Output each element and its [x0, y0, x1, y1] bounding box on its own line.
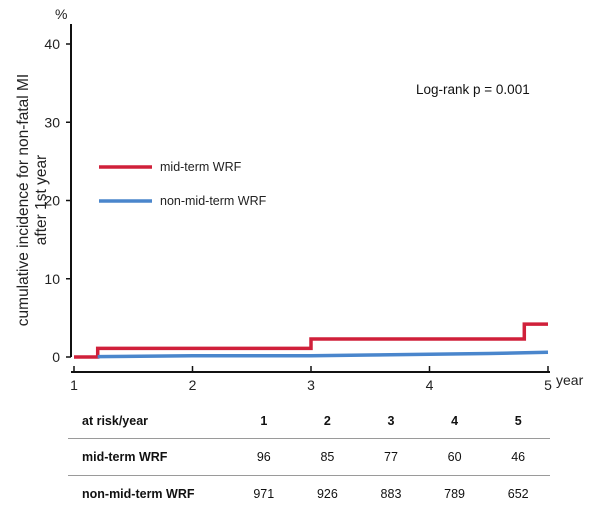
risk-row-label: mid-term WRF [68, 439, 232, 476]
risk-cell: 77 [359, 439, 423, 476]
y-axis-label-line: after 1st year [33, 155, 50, 245]
risk-header-label: at risk/year [68, 404, 232, 439]
series-non-mid-term-wrf-line [98, 352, 548, 356]
x-tick-label: 3 [307, 377, 315, 393]
legend: mid-term WRF non-mid-term WRF [99, 160, 267, 208]
risk-header-row: at risk/year 1 2 3 4 5 [68, 404, 550, 439]
risk-cell: 96 [232, 439, 296, 476]
risk-header-year-4: 4 [423, 404, 487, 439]
risk-header-year-3: 3 [359, 404, 423, 439]
risk-cell: 85 [296, 439, 360, 476]
risk-header-year-1: 1 [232, 404, 296, 439]
legend-label: non-mid-term WRF [160, 194, 267, 208]
y-tick-label: 40 [44, 36, 60, 52]
logrank-annotation: Log-rank p = 0.001 [416, 82, 530, 97]
risk-row-non-mid-term: non-mid-term WRF 971 926 883 789 652 [68, 476, 550, 513]
x-tick-label: 2 [189, 377, 197, 393]
risk-row-mid-term: mid-term WRF 96 85 77 60 46 [68, 439, 550, 476]
risk-cell: 926 [296, 476, 360, 513]
risk-header-year-2: 2 [296, 404, 360, 439]
risk-cell: 652 [486, 476, 550, 513]
y-axis-label-line: cumulative incidence for non-fatal MI [15, 74, 32, 326]
risk-cell: 883 [359, 476, 423, 513]
y-tick-label: 0 [52, 349, 60, 365]
risk-cell: 789 [423, 476, 487, 513]
y-tick-label: 10 [44, 271, 60, 287]
risk-cell: 971 [232, 476, 296, 513]
x-unit-label: year [556, 372, 584, 388]
risk-header-year-5: 5 [486, 404, 550, 439]
x-tick-label: 4 [426, 377, 434, 393]
risk-cell: 46 [486, 439, 550, 476]
x-tick-label: 5 [544, 377, 552, 393]
at-risk-table: at risk/year 1 2 3 4 5 mid-term WRF 96 8… [68, 404, 550, 512]
risk-row-label: non-mid-term WRF [68, 476, 232, 513]
series-lines [74, 324, 548, 357]
y-unit-label: % [55, 6, 67, 22]
x-tick-label: 1 [70, 377, 78, 393]
legend-label: mid-term WRF [160, 160, 242, 174]
risk-cell: 60 [423, 439, 487, 476]
y-axis-label: cumulative incidence for non-fatal MIaft… [15, 74, 50, 326]
x-ticks: 1 2 3 4 5 [70, 366, 552, 393]
y-tick-label: 30 [44, 114, 60, 130]
